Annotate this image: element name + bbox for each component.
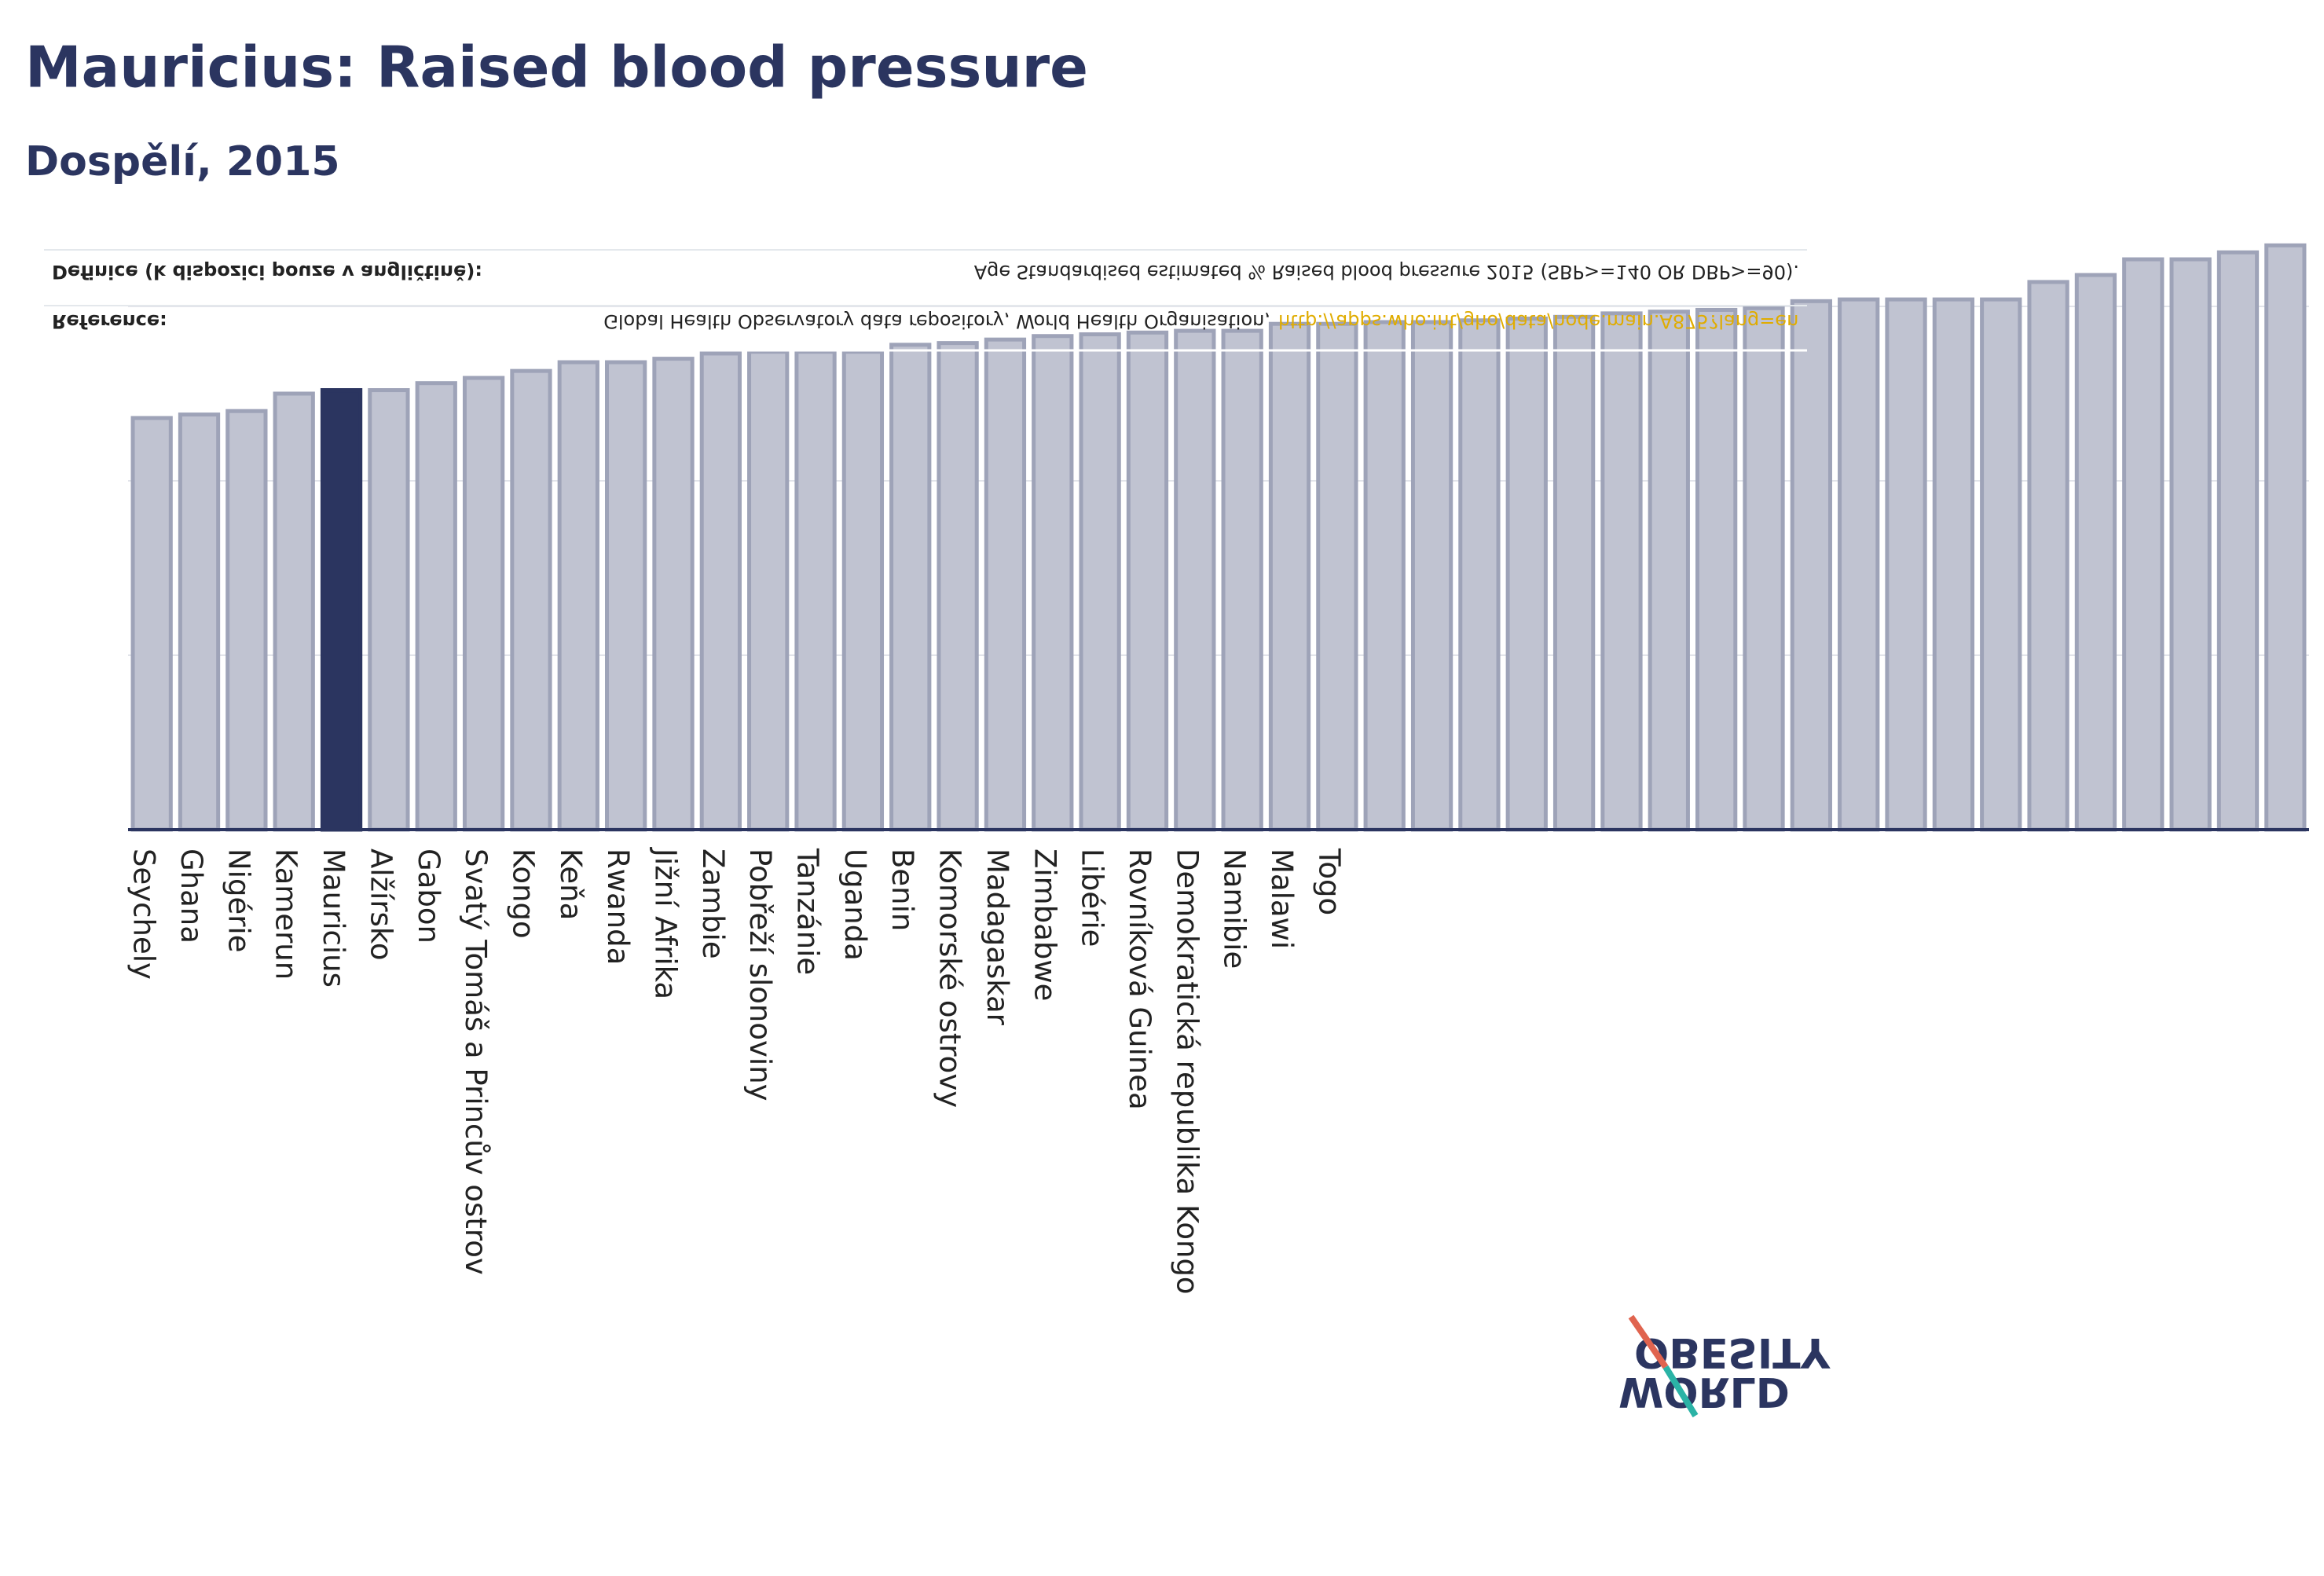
x-tick-label: Komorské ostrovy — [933, 848, 967, 1108]
bar — [1032, 334, 1074, 832]
bar — [1363, 320, 1406, 832]
bar — [2122, 257, 2165, 832]
x-tick-label: Demokratická republika Kongo — [1170, 848, 1204, 1295]
chart-subtitle: Dospělí, 2015 — [25, 138, 340, 185]
x-tick-label: Tanzánie — [791, 848, 825, 975]
x-tick-label: Kongo — [506, 848, 540, 939]
bar — [794, 350, 837, 832]
bar — [1174, 328, 1216, 832]
logo: OBESITY WORLD — [1618, 1314, 1831, 1418]
x-tick-label: Rwanda — [601, 848, 635, 965]
bar — [984, 337, 1027, 832]
bar — [699, 351, 742, 832]
bar — [1505, 317, 1548, 832]
bar — [368, 388, 410, 832]
x-tick-label: Gabon — [412, 848, 445, 944]
bar — [1790, 299, 1832, 832]
x-tick-label: Keňa — [554, 848, 588, 920]
bar — [605, 360, 647, 832]
reference-label: Reference: — [52, 310, 167, 332]
x-tick-label: Rovníková Guinea — [1123, 848, 1157, 1110]
plot: Seychely Ghana Nigérie Kamerun Mauricius Alží… — [127, 243, 2309, 1295]
reference-link[interactable]: http://apps.who.int/gho/data/node.main.A… — [1278, 310, 1798, 332]
bar — [510, 368, 552, 832]
bar — [652, 357, 695, 832]
bar — [2169, 257, 2212, 832]
bar — [320, 388, 363, 832]
bar — [1695, 307, 1738, 832]
bar — [841, 350, 885, 832]
x-tick-label: Malawi — [1265, 848, 1299, 949]
bar — [462, 376, 505, 832]
bar — [273, 391, 315, 832]
bar — [1600, 311, 1643, 832]
x-tick-label: Ghana — [174, 848, 208, 944]
bar — [1743, 306, 1785, 832]
bar — [2216, 250, 2260, 832]
bar — [557, 360, 599, 832]
x-tick-label: Zambie — [696, 848, 730, 959]
bar — [889, 343, 932, 832]
bar — [178, 412, 221, 832]
bar — [937, 341, 979, 832]
bar — [2027, 280, 2069, 832]
logo-slash — [1628, 1314, 1669, 1369]
x-tick-label: Alžírsko — [364, 848, 398, 961]
bar — [1980, 297, 2022, 832]
x-tick-label: Benin — [885, 848, 919, 931]
bar — [1268, 321, 1311, 832]
notes-panel: Definice (k dispozici pouze v angličtině… — [44, 249, 1807, 352]
definition-label: Definice (k dispozici pouze v angličtině… — [52, 261, 482, 283]
bar — [1552, 314, 1596, 832]
x-tick-label: Nigérie — [222, 848, 255, 952]
x-tick-label: Zimbabwe — [1028, 848, 1061, 1001]
bar — [1079, 332, 1121, 832]
chart-title: Mauricius: Raised blood pressure — [25, 35, 1088, 101]
x-tick-label: Jižní Afrika — [649, 847, 683, 999]
x-tick-label: Libérie — [1076, 848, 1109, 947]
x-tick-label: Pobřeží slonoviny — [743, 848, 777, 1101]
x-tick-label: Uganda — [838, 848, 872, 961]
bar — [2264, 243, 2307, 832]
bar — [747, 350, 790, 832]
logo-bottom: WORLD — [1618, 1368, 1790, 1415]
x-tick-label: Svatý Tomáš a Princův ostrov — [459, 848, 493, 1275]
bar — [1648, 310, 1690, 832]
x-tick-label: Namibie — [1218, 848, 1252, 969]
reference: Global Health Observatory data repositor… — [603, 310, 1270, 332]
bar — [1316, 321, 1358, 832]
bar — [415, 381, 457, 832]
bar — [225, 409, 268, 832]
logo-slash — [1662, 1365, 1699, 1418]
bar — [1410, 320, 1453, 832]
x-tick-label: Kamerun — [269, 848, 303, 980]
bar — [1885, 297, 1927, 832]
x-tick-label: Togo — [1312, 848, 1346, 915]
x-tick-label: Mauricius — [317, 848, 350, 988]
bar — [1932, 297, 1975, 832]
bar — [1221, 328, 1263, 832]
x-tick-label: Madagaskar — [981, 848, 1014, 1026]
bar — [2074, 273, 2117, 832]
definition: Age Standardised estimated % Raised bloo… — [974, 261, 1799, 283]
bar — [130, 416, 173, 832]
bar — [1838, 297, 1880, 832]
x-tick-label: Seychely — [127, 848, 161, 980]
bar — [1126, 330, 1169, 832]
bar — [1458, 318, 1501, 832]
